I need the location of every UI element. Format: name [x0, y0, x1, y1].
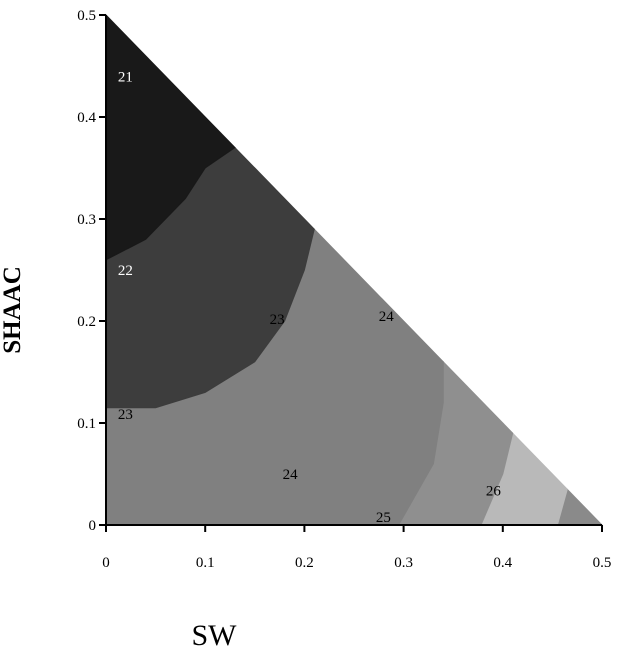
contour-label: 24	[283, 467, 299, 483]
x-tick-label: 0.1	[196, 555, 215, 571]
y-tick-label: 0.1	[77, 416, 96, 432]
y-tick-label: 0.3	[77, 212, 96, 228]
axis-ticks: 0 0.1 0.2 0.3 0.4 0.5 0 0.1 0.2 0.3 0.4 0.5	[77, 8, 611, 571]
y-axis-title: SHAAC	[0, 266, 26, 354]
contour-label: 22	[118, 263, 133, 279]
contour-label: 24	[379, 309, 395, 325]
x-tick-label: 0.5	[593, 555, 612, 571]
axes	[105, 15, 602, 526]
y-tick-label: 0	[89, 518, 97, 534]
contour-label: 21	[118, 69, 133, 85]
x-tick-label: 0.2	[295, 555, 314, 571]
y-tick-label: 0.2	[77, 314, 96, 330]
y-tick-label: 0.4	[77, 110, 96, 126]
y-tick-label: 0.5	[77, 8, 96, 24]
contour-label: 23	[118, 407, 133, 423]
contour-label: 26	[486, 483, 502, 499]
x-tick-label: 0.4	[493, 555, 512, 571]
x-tick-label: 0.3	[394, 555, 413, 571]
contour-labels: 21 22 23 23 24 24 25 26	[118, 69, 502, 526]
contour-regions	[105, 13, 604, 526]
contour-label: 23	[270, 312, 285, 328]
x-tick-label: 0	[102, 555, 110, 571]
x-axis-title: SW	[192, 619, 238, 650]
contour-label: 25	[376, 510, 391, 526]
